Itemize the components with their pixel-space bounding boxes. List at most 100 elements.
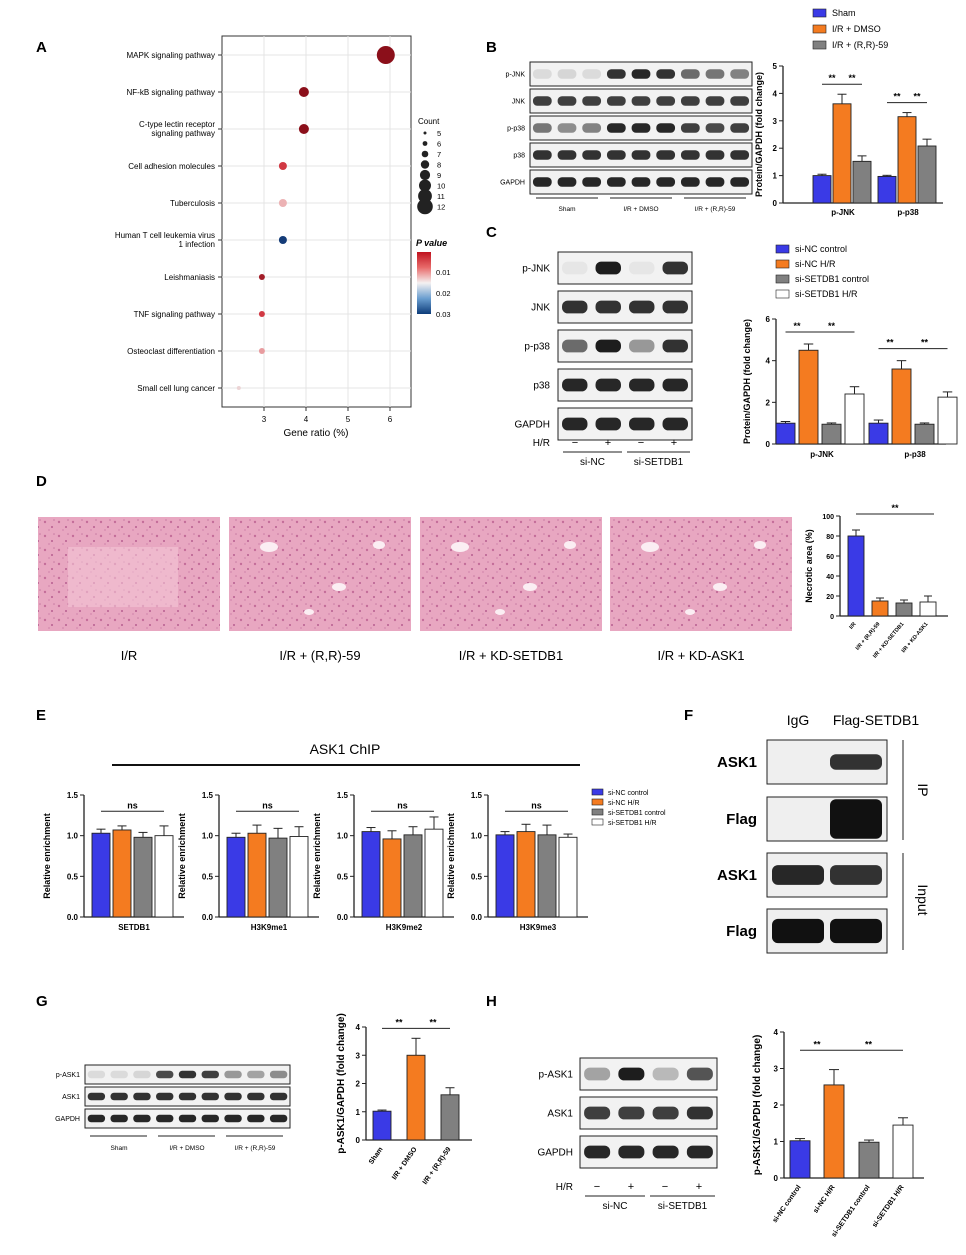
x-tick-label: I/R + KD-ASK1: [901, 621, 930, 654]
y-axis-label: Relative enrichment: [177, 813, 187, 899]
dotplot-category-line: C-type lectin receptor: [139, 120, 215, 129]
x-tick-label: p-JNK: [831, 208, 855, 217]
panel-label-c: C: [486, 224, 497, 241]
dotplot-category-label: Osteoclast differentiation: [127, 347, 215, 356]
blot-band: [631, 96, 651, 106]
y-axis-label: Relative enrichment: [312, 813, 322, 899]
significance-label: **: [813, 1039, 821, 1049]
dotplot-point: [236, 386, 241, 390]
blot-row-label: ASK1: [547, 1109, 573, 1120]
panel-c-chart: 0 2 4 6 Protein/GAPDH (fold change) p-JNK ** **…: [742, 244, 958, 459]
blot-band: [662, 417, 688, 431]
lane-sign: +: [671, 437, 677, 449]
bar: [852, 160, 872, 204]
panel-label-h: H: [486, 993, 497, 1010]
x-tick-label: I/R + DMSO: [391, 1146, 419, 1182]
blot-band: [730, 69, 750, 79]
blot-band: [686, 1145, 713, 1159]
pvalue-legend-label: 0.01: [436, 268, 451, 277]
blot-band: [582, 96, 602, 106]
y-tick-label: 3: [773, 117, 778, 126]
dotplot-category-label: Leishmaniasis: [164, 273, 215, 282]
panel-g-blot: p-ASK1 ASK1 GAPDH Sham I/R + DMSO I/R + (R,R)…: [55, 1064, 291, 1152]
histology-image: [420, 517, 602, 631]
bar: [133, 836, 153, 918]
bar: [847, 535, 865, 617]
blot-band: [662, 300, 688, 314]
size-legend-dot: [419, 169, 431, 181]
blot-band: [631, 177, 651, 187]
blot-band: [680, 69, 700, 79]
blot-band: [629, 378, 655, 392]
dotplot-category-label: Small cell lung cancer: [137, 384, 215, 393]
blot-band: [686, 1067, 713, 1081]
blot-band: [557, 69, 577, 79]
bar: [361, 831, 381, 918]
size-legend-dot: [420, 160, 430, 169]
dotplot-point: [278, 199, 287, 207]
blot-band: [730, 96, 750, 106]
significance-label: **: [886, 338, 894, 348]
blot-row-label: GAPDH: [537, 1148, 573, 1159]
coip-band: [830, 754, 882, 770]
legend-label: si-NC H/R: [608, 800, 640, 807]
dotplot-category-label: TNF signaling pathway: [134, 310, 215, 319]
blot-band: [705, 150, 725, 160]
bar: [226, 836, 246, 918]
bar: [775, 422, 796, 445]
significance-label: **: [848, 73, 856, 83]
y-tick-label: 0: [774, 1174, 779, 1183]
bar: [832, 103, 852, 204]
dotplot-category-label: Human T cell leukemia virus 1 infection: [115, 231, 215, 249]
blot-band: [582, 123, 602, 133]
blot-band: [582, 150, 602, 160]
x-tick-label: p-JNK: [810, 450, 834, 459]
dotplot-category-line: TNF signaling pathway: [134, 310, 215, 319]
legend-swatch: [591, 788, 604, 796]
legend-label: si-SETDB1 control: [795, 274, 869, 284]
blot-band: [584, 1106, 611, 1120]
blot-band: [532, 69, 552, 79]
y-axis-label: Relative enrichment: [446, 813, 456, 899]
blot-band: [680, 150, 700, 160]
blot-band: [87, 1070, 106, 1079]
blot-row-label: GAPDH: [514, 420, 550, 431]
blot-group-label: si-NC: [580, 457, 605, 468]
blot-band: [631, 150, 651, 160]
histology-label: I/R: [121, 648, 138, 663]
y-tick-label: 5: [773, 62, 778, 71]
blot-band: [629, 300, 655, 314]
pvalue-legend-label: 0.02: [436, 289, 451, 298]
bar: [914, 423, 935, 445]
size-legend-dot: [418, 189, 432, 203]
lane-sign: −: [662, 1181, 668, 1193]
coip-row-label: Flag: [726, 811, 757, 828]
lane-sign: +: [628, 1181, 634, 1193]
lane-sign: −: [572, 437, 578, 449]
dotplot-category-line: 1 infection: [179, 240, 215, 249]
histology-label: I/R + KD-ASK1: [657, 648, 744, 663]
blot-band: [562, 300, 588, 314]
y-tick-label: 4: [766, 357, 771, 366]
legend-swatch: [591, 818, 604, 826]
blot-band: [201, 1070, 219, 1079]
blot-band: [110, 1092, 128, 1101]
blot-band: [595, 417, 621, 431]
panel-e-chip: ASK1 ChIP 0.0 0.5 1.0 1.5 Relative enrichmen…: [42, 741, 666, 932]
legend-label: Sham: [832, 8, 856, 18]
legend-label: I/R + DMSO: [832, 24, 881, 34]
significance-label: **: [921, 338, 929, 348]
vessel-lumen: [451, 542, 469, 552]
y-tick-label: 1.5: [337, 791, 349, 800]
y-axis-label: p-ASK1/GAPDH (fold change): [752, 1035, 763, 1176]
legend-swatch: [775, 244, 790, 254]
blot-band: [595, 300, 621, 314]
blot-row-label: GAPDH: [55, 1116, 80, 1123]
blot-row-label: p-JNK: [506, 71, 526, 78]
y-tick-label: 0.5: [202, 872, 214, 881]
significance-label: **: [395, 1017, 403, 1027]
y-tick-label: 1.5: [202, 791, 214, 800]
blot-band: [656, 150, 676, 160]
blot-band: [606, 69, 626, 79]
blot-band: [584, 1067, 611, 1081]
